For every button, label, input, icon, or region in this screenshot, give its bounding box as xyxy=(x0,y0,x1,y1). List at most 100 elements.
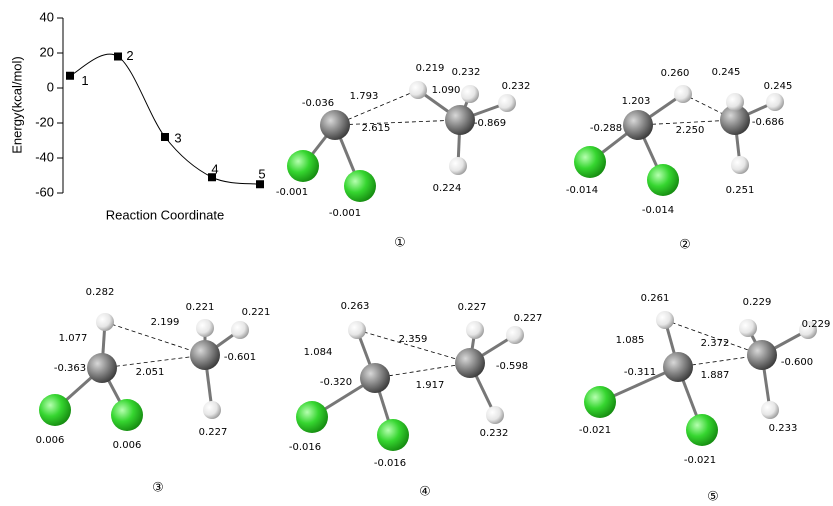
energy-chart: Energy(kcal/mol) Reaction Coordinate 402… xyxy=(9,9,265,222)
point-label: 5 xyxy=(258,167,265,182)
atom-h xyxy=(348,321,366,339)
atom-annotation: -0.363 xyxy=(54,363,86,374)
atom-annotation: 2.615 xyxy=(362,123,391,134)
atom-cl xyxy=(647,164,679,196)
atom-annotation: 0.229 xyxy=(743,297,772,308)
atom-annotation: -0.598 xyxy=(496,361,528,372)
atom-h xyxy=(466,321,484,339)
atom-annotation: 1.090 xyxy=(432,85,461,96)
atom-c xyxy=(190,340,220,370)
y-tick-label: 20 xyxy=(40,44,54,59)
y-axis-label: Energy(kcal/mol) xyxy=(9,56,24,154)
atom-annotation: -0.600 xyxy=(781,357,813,368)
atom-annotation: 1.793 xyxy=(350,91,379,102)
atom-c xyxy=(663,352,693,382)
atom-annotation: -0.021 xyxy=(579,425,611,436)
atom-annotation: 1.084 xyxy=(304,347,333,358)
atom-h xyxy=(731,156,749,174)
y-tick-label: -60 xyxy=(35,184,54,199)
y-tick-label: -20 xyxy=(35,114,54,129)
atom-annotation: -0.311 xyxy=(624,367,656,378)
atom-annotation: -0.686 xyxy=(752,117,784,128)
atom-h xyxy=(674,85,692,103)
y-tick-label: -40 xyxy=(35,149,54,164)
atom-h xyxy=(96,313,114,331)
atom-cl xyxy=(39,394,71,426)
atom-cl xyxy=(344,170,376,202)
atom-cl xyxy=(296,401,328,433)
atom-annotation: 0.006 xyxy=(36,435,65,446)
atom-c xyxy=(320,110,350,140)
atom-annotation: 1.077 xyxy=(59,333,88,344)
atom-h xyxy=(656,311,674,329)
structure-label: ① xyxy=(394,236,406,251)
point-marker xyxy=(114,53,122,61)
atom-h xyxy=(461,85,479,103)
atom-annotation: -0.001 xyxy=(276,187,308,198)
atom-c xyxy=(455,348,485,378)
atom-annotation: 0.227 xyxy=(514,313,543,324)
atom-cl xyxy=(574,146,606,178)
atom-annotation: 0.245 xyxy=(712,67,741,78)
atom-annotation: 0.251 xyxy=(726,185,755,196)
atom-h xyxy=(409,81,427,99)
point-marker xyxy=(161,133,169,141)
atom-h xyxy=(196,319,214,337)
atom-annotation: -0.320 xyxy=(320,377,352,388)
atom-h xyxy=(761,401,779,419)
molecule: -0.3631.0770.2822.1990.2210.2212.051-0.6… xyxy=(36,287,271,496)
molecule: -0.3111.0850.2612.3720.2290.2291.887-0.6… xyxy=(579,293,830,505)
atom-cl xyxy=(584,386,616,418)
atom-annotation: 1.085 xyxy=(616,335,645,346)
atom-annotation: 0.227 xyxy=(199,427,228,438)
atom-annotation: 0.261 xyxy=(641,293,670,304)
atom-annotation: 0.229 xyxy=(802,319,831,330)
atom-h xyxy=(203,401,221,419)
atom-cl xyxy=(111,399,143,431)
atom-annotation: 2.250 xyxy=(676,125,705,136)
atom-annotation: 0.227 xyxy=(458,302,487,313)
x-axis-label: Reaction Coordinate xyxy=(106,207,225,222)
y-tick-label: 0 xyxy=(47,79,54,94)
atom-annotation: 0.224 xyxy=(433,183,462,194)
atom-c xyxy=(360,363,390,393)
atom-annotation: 0.219 xyxy=(416,63,445,74)
atom-annotation: 0.221 xyxy=(242,307,271,318)
atom-h xyxy=(726,93,744,111)
structure-label: ⑤ xyxy=(707,490,719,505)
partial-bond xyxy=(335,120,460,125)
atom-annotation: -0.036 xyxy=(302,98,334,109)
atom-annotation: 0.233 xyxy=(769,423,798,434)
atom-cl xyxy=(287,150,319,182)
atom-annotation: -0.001 xyxy=(329,208,361,219)
structure-label: ④ xyxy=(419,485,431,500)
atom-annotation: 2.199 xyxy=(151,317,180,328)
atom-annotation: 1.887 xyxy=(701,370,730,381)
atom-annotation: 0.006 xyxy=(113,440,142,451)
atom-annotation: 0.232 xyxy=(502,81,531,92)
atom-cl xyxy=(686,414,718,446)
atom-annotation: 0.282 xyxy=(86,287,115,298)
atom-annotation: 0.245 xyxy=(764,81,793,92)
atom-annotation: -0.014 xyxy=(566,185,598,196)
molecule: -0.2881.2030.2600.2452.2500.245-0.686-0.… xyxy=(566,67,792,253)
atom-annotation: 0.232 xyxy=(452,67,481,78)
atom-annotation: 0.221 xyxy=(186,302,215,313)
energy-curve xyxy=(70,54,260,184)
point-marker xyxy=(66,72,74,80)
atom-cl xyxy=(377,419,409,451)
atom-annotation: -0.016 xyxy=(374,458,406,469)
point-label: 4 xyxy=(211,162,218,177)
atom-h xyxy=(739,319,757,337)
atom-h xyxy=(486,406,504,424)
atom-annotation: 0.263 xyxy=(341,301,370,312)
y-tick-label: 40 xyxy=(40,9,54,24)
point-label: 1 xyxy=(81,73,88,88)
atom-annotation: -0.016 xyxy=(289,442,321,453)
atom-c xyxy=(747,340,777,370)
point-label: 3 xyxy=(174,130,181,145)
atom-c xyxy=(623,110,653,140)
atom-h xyxy=(506,326,524,344)
atom-annotation: 1.203 xyxy=(622,96,651,107)
